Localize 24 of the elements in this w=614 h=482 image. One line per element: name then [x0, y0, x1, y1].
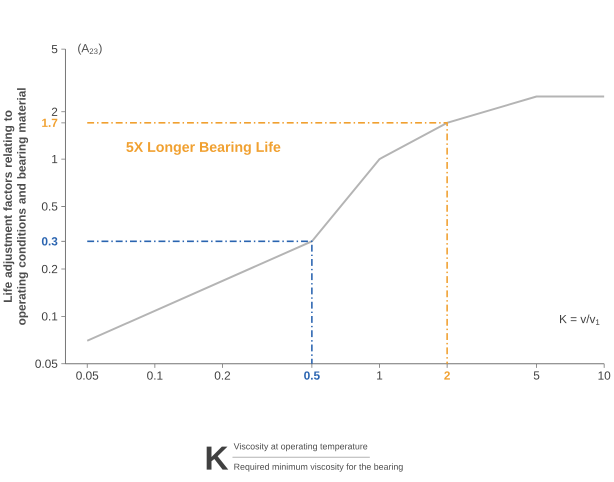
text: Required minimum viscosity for the bearing: [234, 464, 403, 472]
y-tick-label: 5: [52, 45, 58, 54]
x-tick-label: 0.05: [76, 372, 98, 380]
y-tick-label: 0.05: [35, 360, 58, 368]
y-tick-label: 0.3: [42, 237, 58, 246]
annotation: K = v/v$_{1}$: [560, 314, 600, 325]
y-axis-title: Life adjustment factors relating to operating conditions and bearing material: [3, 88, 28, 326]
annotation: 5X Longer Bearing Life: [126, 142, 280, 156]
x-tick-label: 5: [534, 372, 540, 380]
text: K: [206, 446, 228, 470]
x-tick-label: 10: [598, 372, 610, 380]
y-tick-label: 0.5: [42, 202, 58, 211]
y-tick-label: 0.2: [42, 265, 58, 274]
x-tick-label: 0.2: [214, 372, 230, 380]
y-tick-label: 0.1: [42, 312, 58, 321]
text: Viscosity at operating temperature: [234, 443, 368, 452]
y-tick-label: 1.7: [42, 118, 58, 128]
y-tick-label: 2: [52, 108, 58, 116]
x-tick-label: 0.5: [304, 372, 320, 380]
annotation: (A$_{23}$): [78, 44, 102, 55]
x-tick-label: 1: [377, 372, 382, 380]
x-tick-label: 2: [444, 372, 450, 380]
x-tick-label: 0.1: [147, 372, 162, 380]
y-tick-label: 1: [52, 155, 58, 164]
